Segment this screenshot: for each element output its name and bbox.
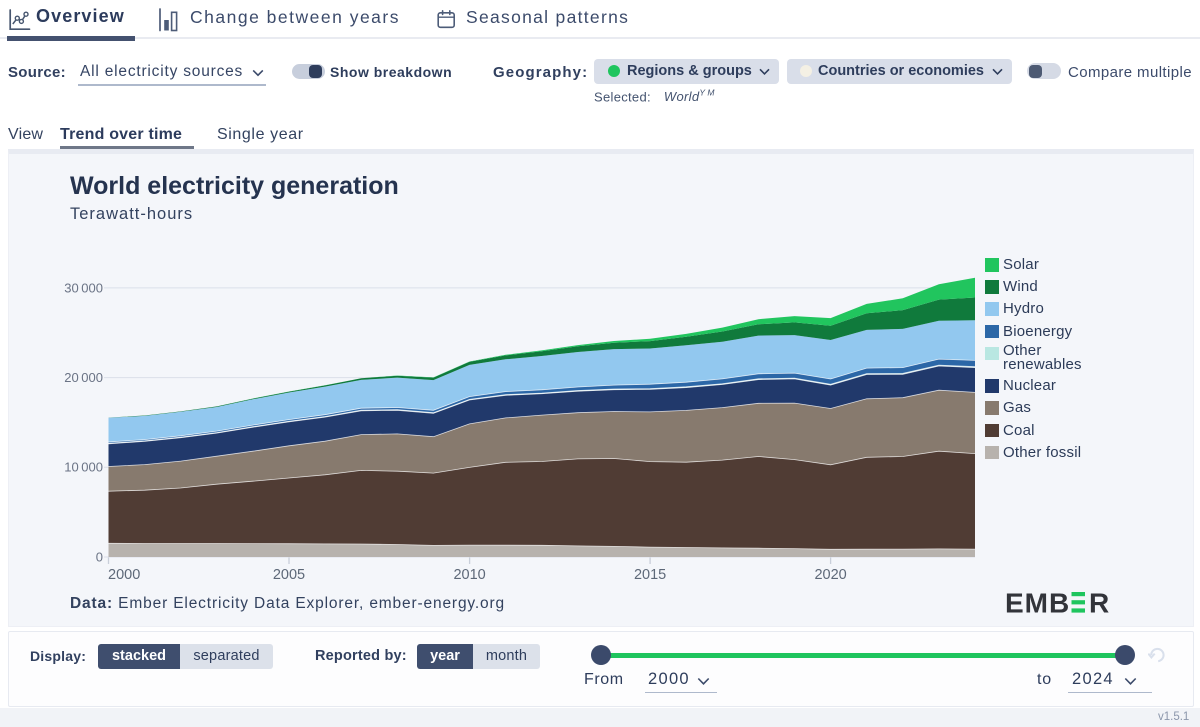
svg-text:2000: 2000 — [108, 567, 140, 583]
svg-text:0: 0 — [96, 549, 103, 564]
svg-text:R: R — [1089, 588, 1109, 616]
svg-text:2020: 2020 — [814, 567, 846, 583]
svg-text:2010: 2010 — [453, 567, 485, 583]
svg-text:10 000: 10 000 — [64, 460, 103, 475]
svg-text:2015: 2015 — [634, 567, 666, 583]
svg-text:2005: 2005 — [273, 567, 305, 583]
svg-text:20 000: 20 000 — [64, 370, 103, 385]
svg-text:EMB: EMB — [1005, 588, 1070, 616]
svg-text:30 000: 30 000 — [64, 280, 103, 295]
